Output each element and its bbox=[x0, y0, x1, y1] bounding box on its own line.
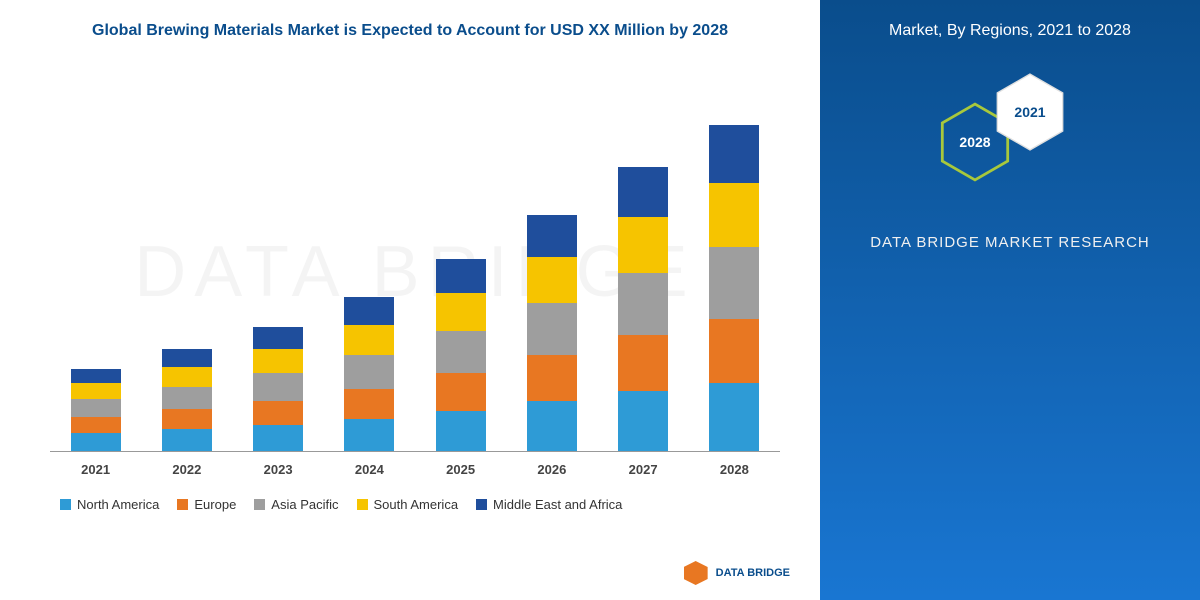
seg-middle-east-and-africa bbox=[709, 125, 759, 183]
seg-asia-pacific bbox=[436, 331, 486, 373]
chart-title: Global Brewing Materials Market is Expec… bbox=[30, 20, 790, 42]
seg-north-america bbox=[344, 419, 394, 451]
hex-graphic: 2028 2021 bbox=[940, 72, 1080, 192]
seg-asia-pacific bbox=[527, 303, 577, 355]
footer-logo-text: DATA BRIDGE bbox=[716, 567, 790, 579]
legend-label: Europe bbox=[194, 497, 236, 512]
seg-south-america bbox=[71, 383, 121, 399]
bar-2025 bbox=[431, 259, 491, 451]
seg-north-america bbox=[618, 391, 668, 451]
seg-middle-east-and-africa bbox=[527, 215, 577, 257]
seg-europe bbox=[162, 409, 212, 429]
seg-south-america bbox=[253, 349, 303, 373]
seg-north-america bbox=[162, 429, 212, 451]
hex-2021-label: 2021 bbox=[1014, 104, 1045, 120]
seg-middle-east-and-africa bbox=[344, 297, 394, 325]
seg-asia-pacific bbox=[71, 399, 121, 417]
seg-asia-pacific bbox=[618, 273, 668, 335]
seg-europe bbox=[709, 319, 759, 383]
legend-item: North America bbox=[60, 497, 159, 512]
footer-logo-icon bbox=[684, 561, 708, 585]
bar-2024 bbox=[339, 297, 399, 451]
chart-area: DATA BRIDGE 2021202220232024202520262027… bbox=[50, 62, 780, 482]
seg-middle-east-and-africa bbox=[253, 327, 303, 349]
brand-text: DATA BRIDGE MARKET RESEARCH bbox=[870, 232, 1150, 255]
side-panel: Market, By Regions, 2021 to 2028 2028 20… bbox=[820, 0, 1200, 600]
x-axis-labels: 2021 2022 2023 2024 2025 2026 2027 2028 bbox=[50, 462, 780, 477]
seg-asia-pacific bbox=[162, 387, 212, 409]
hex-2021: 2021 bbox=[995, 72, 1065, 152]
bar-2028 bbox=[704, 125, 764, 451]
xlabel-2027: 2027 bbox=[613, 462, 673, 477]
seg-north-america bbox=[253, 425, 303, 451]
seg-middle-east-and-africa bbox=[162, 349, 212, 367]
seg-north-america bbox=[709, 383, 759, 451]
footer-logo: DATA BRIDGE bbox=[684, 561, 790, 585]
legend-swatch bbox=[177, 499, 188, 510]
seg-asia-pacific bbox=[709, 247, 759, 319]
seg-europe bbox=[436, 373, 486, 411]
seg-south-america bbox=[344, 325, 394, 355]
seg-middle-east-and-africa bbox=[436, 259, 486, 293]
bar-2023 bbox=[248, 327, 308, 451]
legend-label: North America bbox=[77, 497, 159, 512]
seg-europe bbox=[618, 335, 668, 391]
seg-europe bbox=[71, 417, 121, 433]
hex-2028-label: 2028 bbox=[959, 134, 990, 150]
xlabel-2022: 2022 bbox=[157, 462, 217, 477]
xlabel-2023: 2023 bbox=[248, 462, 308, 477]
legend-swatch bbox=[60, 499, 71, 510]
legend-item: Europe bbox=[177, 497, 236, 512]
side-title: Market, By Regions, 2021 to 2028 bbox=[889, 20, 1131, 42]
xlabel-2028: 2028 bbox=[704, 462, 764, 477]
seg-south-america bbox=[709, 183, 759, 247]
legend-item: Asia Pacific bbox=[254, 497, 338, 512]
xlabel-2024: 2024 bbox=[339, 462, 399, 477]
bar-2021 bbox=[66, 369, 126, 451]
chart-panel: Global Brewing Materials Market is Expec… bbox=[0, 0, 820, 600]
legend-label: Middle East and Africa bbox=[493, 497, 622, 512]
seg-north-america bbox=[527, 401, 577, 451]
xlabel-2025: 2025 bbox=[431, 462, 491, 477]
legend-swatch bbox=[254, 499, 265, 510]
bar-2022 bbox=[157, 349, 217, 451]
seg-middle-east-and-africa bbox=[618, 167, 668, 217]
legend-item: Middle East and Africa bbox=[476, 497, 622, 512]
seg-europe bbox=[344, 389, 394, 419]
bar-2026 bbox=[522, 215, 582, 451]
seg-south-america bbox=[527, 257, 577, 303]
legend-label: Asia Pacific bbox=[271, 497, 338, 512]
seg-north-america bbox=[436, 411, 486, 451]
xlabel-2026: 2026 bbox=[522, 462, 582, 477]
xlabel-2021: 2021 bbox=[66, 462, 126, 477]
bar-container bbox=[50, 92, 780, 452]
legend-swatch bbox=[357, 499, 368, 510]
seg-europe bbox=[253, 401, 303, 425]
bar-2027 bbox=[613, 167, 673, 451]
seg-south-america bbox=[436, 293, 486, 331]
legend-item: South America bbox=[357, 497, 459, 512]
chart-legend: North America Europe Asia Pacific South Ame… bbox=[30, 497, 790, 512]
legend-swatch bbox=[476, 499, 487, 510]
legend-label: South America bbox=[374, 497, 459, 512]
seg-south-america bbox=[162, 367, 212, 387]
seg-asia-pacific bbox=[253, 373, 303, 401]
seg-middle-east-and-africa bbox=[71, 369, 121, 383]
seg-asia-pacific bbox=[344, 355, 394, 389]
seg-south-america bbox=[618, 217, 668, 273]
seg-north-america bbox=[71, 433, 121, 451]
seg-europe bbox=[527, 355, 577, 401]
